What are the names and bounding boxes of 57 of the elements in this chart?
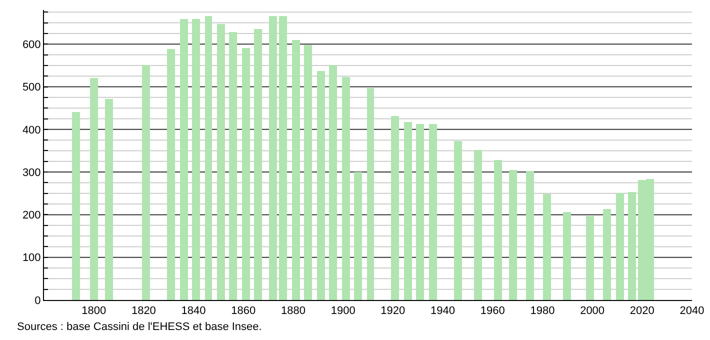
bar xyxy=(404,122,412,300)
bar xyxy=(628,192,636,300)
x-tick-label: 2000 xyxy=(580,305,605,318)
bar xyxy=(180,19,188,300)
y-tick-label: 0 xyxy=(34,294,41,307)
y-tick-label: 500 xyxy=(22,82,41,94)
bar xyxy=(367,88,374,300)
bar xyxy=(229,32,237,300)
bar xyxy=(292,40,300,300)
bar xyxy=(269,16,277,300)
x-tick-label: 2020 xyxy=(630,305,654,318)
bar xyxy=(90,78,98,300)
bar xyxy=(142,65,150,300)
x-tick-label: 1880 xyxy=(280,305,306,318)
bar xyxy=(242,48,250,300)
x-tick-label: 1920 xyxy=(380,305,406,318)
bar xyxy=(416,124,424,300)
source-note: Sources : base Cassini de l'EHESS et base Insee. xyxy=(17,321,262,333)
bar xyxy=(317,71,325,300)
bar xyxy=(454,141,462,300)
bar xyxy=(217,24,225,300)
y-tick-label: 100 xyxy=(22,252,41,264)
bar xyxy=(509,170,517,300)
x-tick-label: 1960 xyxy=(480,305,505,318)
bar xyxy=(342,77,350,300)
y-tick-label: 300 xyxy=(22,166,41,179)
bar xyxy=(167,49,175,300)
bar xyxy=(429,124,437,300)
y-tick-label: 200 xyxy=(22,210,41,222)
x-tick-label: 1860 xyxy=(231,305,256,318)
bar xyxy=(494,160,502,300)
x-tick-label: 2040 xyxy=(680,305,704,318)
bar xyxy=(254,29,262,300)
x-tick-label: 1980 xyxy=(530,305,555,318)
bar xyxy=(603,209,611,300)
x-tick-label: 1940 xyxy=(430,305,456,318)
bar xyxy=(192,19,200,300)
bar xyxy=(474,150,482,300)
bar xyxy=(391,116,399,300)
x-tick-label: 1800 xyxy=(82,305,106,318)
bar xyxy=(563,212,571,300)
bar xyxy=(586,216,594,300)
bar xyxy=(543,194,551,300)
bar xyxy=(354,172,362,300)
bar xyxy=(72,112,80,300)
bar xyxy=(205,16,212,300)
bar xyxy=(616,193,624,300)
bar xyxy=(526,171,534,300)
bar xyxy=(279,16,287,300)
x-tick-label: 1840 xyxy=(181,305,206,318)
x-tick-label: 1900 xyxy=(330,305,356,318)
bar xyxy=(304,45,312,300)
bar xyxy=(105,99,113,300)
x-tick-label: 1820 xyxy=(131,305,156,318)
bar xyxy=(329,65,337,300)
y-tick-label: 400 xyxy=(22,124,41,136)
y-tick-label: 600 xyxy=(22,38,41,51)
